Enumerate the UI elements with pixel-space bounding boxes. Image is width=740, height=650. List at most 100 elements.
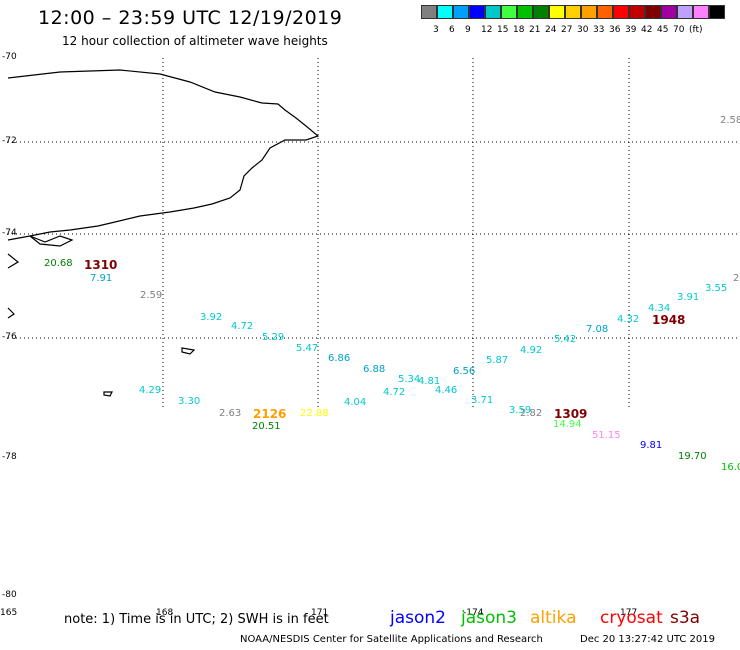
wave-height-label: 6.88 — [363, 364, 386, 375]
legend-label: 30 — [577, 25, 589, 35]
legend-label: 18 — [513, 25, 525, 35]
wave-height-label: 5.34 — [398, 374, 421, 385]
wave-height-label: 3.71 — [471, 395, 494, 406]
latitude-label: -80 — [2, 590, 17, 600]
legend-swatch — [485, 5, 501, 19]
legend-label: 70 — [673, 25, 685, 35]
map-title: 12:00 – 23:59 UTC 12/19/2019 — [38, 7, 343, 29]
legend-swatch — [597, 5, 613, 19]
legend-swatch — [677, 5, 693, 19]
wave-height-label: 5.87 — [486, 355, 509, 366]
wave-height-label: 2.82 — [520, 408, 543, 419]
wave-height-label: 4.72 — [383, 387, 406, 398]
legend-swatch — [517, 5, 533, 19]
legend-label: 24 — [545, 25, 557, 35]
latitude-label: -74 — [2, 228, 17, 238]
legend-label: 15 — [497, 25, 509, 35]
wave-height-label: 20.68 — [44, 258, 73, 269]
legend-label: 27 — [561, 25, 573, 35]
longitude-label: 165 — [0, 608, 18, 618]
credit-line: NOAA/NESDIS Center for Satellite Applica… — [240, 634, 543, 645]
satellite-jason2: jason2 — [390, 608, 446, 628]
wave-height-label: 4.32 — [617, 314, 640, 325]
legend-swatch — [565, 5, 581, 19]
legend-label: 36 — [609, 25, 621, 35]
legend-label: (ft) — [689, 25, 703, 35]
wave-height-label: 3.59 — [509, 405, 532, 416]
legend-swatch — [581, 5, 597, 19]
satellite-altika: altika — [530, 608, 577, 628]
wave-height-label: 4.92 — [520, 345, 543, 356]
legend-swatch — [549, 5, 565, 19]
graticule — [8, 58, 740, 408]
latitude-label: -70 — [2, 52, 17, 62]
wave-height-label: 4.34 — [648, 303, 671, 314]
wave-height-label: 2 — [733, 273, 740, 284]
wave-height-label: 5.47 — [296, 343, 319, 354]
footer-note: note: 1) Time is in UTC; 2) SWH is in fe… — [64, 612, 329, 627]
legend-swatch — [421, 5, 437, 19]
legend-label: 45 — [657, 25, 669, 35]
wave-height-label: 3.92 — [200, 312, 223, 323]
wave-height-label: 5.29 — [262, 332, 285, 343]
legend-label: 3 — [433, 25, 439, 35]
wave-height-label: 20.51 — [252, 421, 281, 432]
wave-height-label: 2.58 — [720, 115, 740, 126]
wave-height-label: 6.86 — [328, 353, 351, 364]
wave-height-label: 2126 — [253, 407, 287, 421]
legend-swatch — [661, 5, 677, 19]
wave-height-label: 4.72 — [231, 321, 254, 332]
wave-height-label: 4.29 — [139, 385, 162, 396]
wave-height-label: 6.56 — [453, 366, 476, 377]
longitude-label: 171 — [311, 608, 329, 618]
wave-height-label: 4.46 — [435, 385, 458, 396]
wave-height-label: 14.94 — [553, 419, 582, 430]
wave-height-label: 4.04 — [344, 397, 367, 408]
legend-swatch — [453, 5, 469, 19]
legend-swatch — [629, 5, 645, 19]
legend-swatch — [501, 5, 517, 19]
longitude-label: 168 — [156, 608, 174, 618]
legend-label: 42 — [641, 25, 653, 35]
wave-height-label: 19.70 — [678, 451, 707, 462]
legend-label: 12 — [481, 25, 493, 35]
legend-swatch — [469, 5, 485, 19]
latitude-label: -78 — [2, 452, 17, 462]
wave-height-label: 2.63 — [219, 408, 242, 419]
satellite-jason3: jason3 — [461, 608, 517, 628]
wave-height-label: 1948 — [652, 313, 686, 327]
wave-height-label: 3.30 — [178, 396, 201, 407]
legend-swatch — [709, 5, 725, 19]
legend-swatch — [645, 5, 661, 19]
latitude-label: -76 — [2, 332, 17, 342]
wave-height-label: 22.88 — [300, 408, 329, 419]
wave-height-label: 7.08 — [586, 324, 609, 335]
wave-height-label: 1310 — [84, 258, 118, 272]
wave-height-label: 51.15 — [592, 430, 621, 441]
generation-timestamp: Dec 20 13:27:42 UTC 2019 — [580, 634, 715, 645]
coastline — [7, 69, 320, 397]
legend-swatch — [613, 5, 629, 19]
wave-height-label: 5.42 — [554, 334, 577, 345]
longitude-label: 177 — [620, 608, 638, 618]
wave-height-label: 16.0 — [721, 462, 740, 473]
wave-height-label: 3.55 — [705, 283, 728, 294]
wave-height-label: 2.59 — [140, 290, 163, 301]
legend-label: 39 — [625, 25, 637, 35]
map-subtitle: 12 hour collection of altimeter wave hei… — [62, 34, 328, 48]
legend-label: 6 — [449, 25, 455, 35]
wave-height-label: 1309 — [554, 407, 588, 421]
wave-height-label: 7.91 — [90, 273, 113, 284]
wave-height-label: 9.81 — [640, 440, 663, 451]
legend-label: 33 — [593, 25, 605, 35]
satellite-cryosat: cryosat — [600, 608, 663, 628]
legend-label: 21 — [529, 25, 541, 35]
legend-swatch — [437, 5, 453, 19]
legend-label: 9 — [465, 25, 471, 35]
wave-height-label: 4.81 — [418, 376, 441, 387]
legend-swatch — [693, 5, 709, 19]
longitude-label: -174 — [463, 608, 484, 618]
latitude-label: -72 — [2, 136, 17, 146]
satellite-s3a: s3a — [670, 608, 701, 628]
